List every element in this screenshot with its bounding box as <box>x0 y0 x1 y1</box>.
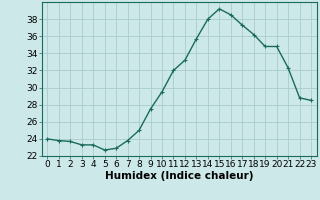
X-axis label: Humidex (Indice chaleur): Humidex (Indice chaleur) <box>105 171 253 181</box>
